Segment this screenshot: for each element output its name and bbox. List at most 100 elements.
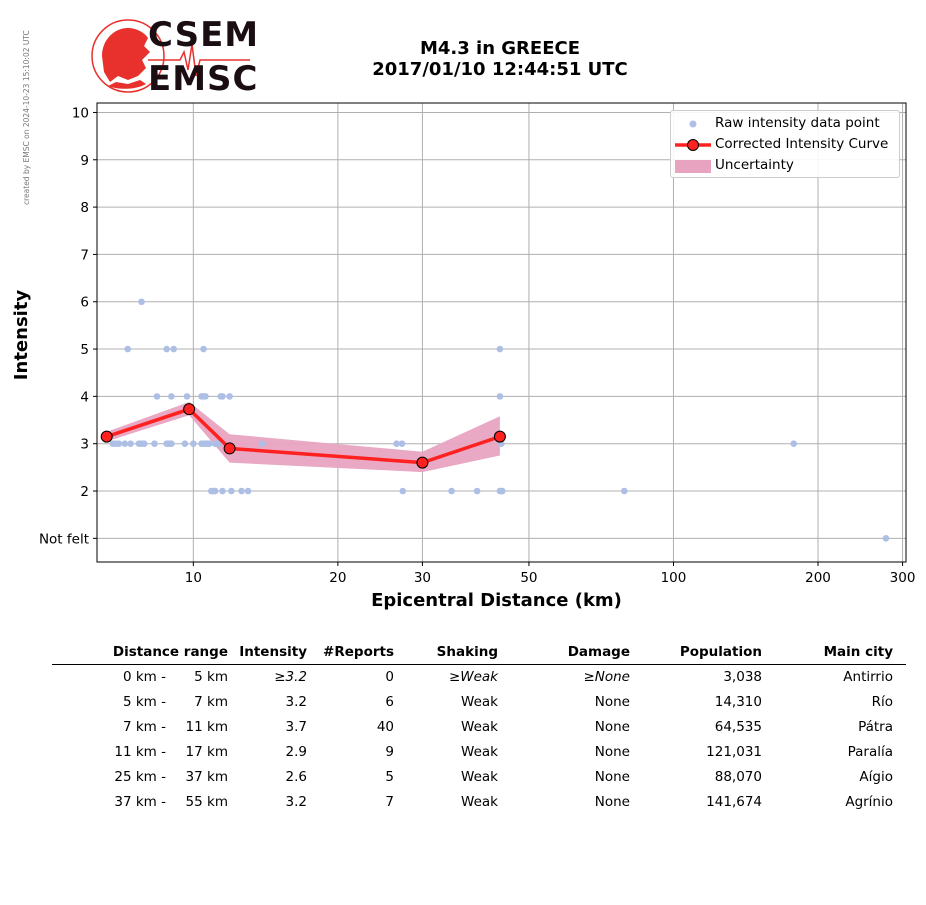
curve-point — [416, 456, 429, 469]
raw-data-point — [496, 393, 504, 400]
chart-title: M4.3 in GREECE 2017/01/10 12:44:51 UTC — [300, 38, 700, 80]
raw-data-point — [183, 393, 191, 400]
x-tick-label: 100 — [661, 570, 687, 586]
raw-data-point — [228, 487, 235, 495]
intensity-chart: 10 20 30 50 100 200 300 Not felt 2 3 4 5 6 7 8 9 10 Epice… — [11, 102, 916, 611]
table-header: Distance range Intensity #Reports Shakin… — [52, 640, 906, 665]
cell-population: 64,535 — [714, 719, 762, 735]
cell-intensity: ≥3.2 — [274, 669, 307, 685]
legend-curve-label: Corrected Intensity Curve — [715, 136, 889, 152]
legend-item-curve: Corrected Intensity Curve — [671, 134, 899, 154]
chart-legend: Raw intensity data point Corrected Inten… — [670, 110, 900, 178]
header-damage: Damage — [567, 644, 630, 660]
curve-point — [100, 430, 113, 443]
raw-data-point — [190, 440, 197, 448]
curve-point — [223, 442, 236, 455]
raw-data-point — [498, 487, 506, 495]
raw-data-point — [206, 440, 213, 448]
cell-population: 14,310 — [714, 694, 762, 710]
raw-data-point — [238, 487, 245, 495]
x-tick-label: 200 — [805, 570, 831, 586]
cell-damage: None — [594, 694, 630, 710]
y-tick-label: 10 — [72, 105, 89, 121]
cell-intensity: 2.6 — [285, 769, 307, 785]
header-population: Population — [679, 644, 762, 660]
y-tick-label: 5 — [80, 342, 89, 358]
y-tick-label: 6 — [80, 295, 89, 311]
cell-city: Agrínio — [845, 794, 893, 810]
header-distance: Distance range — [112, 644, 228, 660]
legend-curve-symbol — [675, 139, 711, 151]
table-row: 37 km -55 km 3.2 7 Weak None 141,674 Agr… — [114, 794, 893, 810]
cell-shaking: Weak — [461, 694, 498, 710]
y-tick-label: 8 — [80, 200, 89, 216]
table-row: 5 km -7 km 3.2 6 Weak None 14,310 Río — [122, 694, 893, 710]
logo-text-bottom: EMSC — [148, 59, 259, 99]
raw-data-point — [258, 440, 266, 448]
cell-damage: None — [594, 719, 630, 735]
cell-shaking: ≥Weak — [448, 669, 498, 685]
y-tick-label: 3 — [80, 437, 89, 453]
cell-reports: 6 — [385, 694, 394, 710]
intensity-table: Distance range Intensity #Reports Shakin… — [52, 640, 906, 815]
cell-intensity: 3.7 — [285, 719, 307, 735]
raw-data-point — [790, 440, 798, 448]
cell-population: 3,038 — [723, 669, 762, 685]
raw-data-point — [211, 487, 219, 495]
table-row: 25 km -37 km 2.6 5 Weak None 88,070 Aígi… — [114, 769, 893, 785]
table-row: 7 km -11 km 3.7 40 Weak None 64,535 Pátr… — [122, 719, 893, 735]
corrected-intensity-curve — [106, 407, 501, 465]
cell-intensity: 3.2 — [285, 794, 307, 810]
cell-reports: 0 — [385, 669, 394, 685]
raw-data-point — [244, 487, 252, 495]
cell-population: 141,674 — [706, 794, 762, 810]
legend-item-raw: Raw intensity data point — [671, 113, 899, 133]
curve-point — [183, 403, 196, 416]
title-line-1: M4.3 in GREECE — [419, 38, 581, 59]
cell-reports: 7 — [385, 794, 394, 810]
cell-reports: 5 — [385, 769, 394, 785]
cell-intensity: 2.9 — [285, 744, 307, 760]
raw-data-point — [140, 440, 148, 448]
curve-point — [493, 430, 506, 443]
cell-city: Paralía — [847, 744, 893, 760]
cell-city: Pátra — [858, 719, 893, 735]
raw-data-point — [621, 487, 628, 495]
raw-data-point — [124, 345, 132, 353]
x-tick-label: 30 — [414, 570, 431, 586]
x-tick-label: 300 — [890, 570, 916, 586]
raw-data-point — [168, 440, 175, 448]
raw-data-point — [151, 440, 158, 448]
cell-intensity: 3.2 — [285, 694, 307, 710]
globe-logo-icon — [91, 19, 250, 93]
x-tick-label: 50 — [520, 570, 537, 586]
cell-shaking: Weak — [461, 744, 498, 760]
header-shaking: Shaking — [436, 644, 498, 660]
x-tick-label: 20 — [329, 570, 346, 586]
raw-data-point — [153, 393, 161, 400]
legend-raw-label: Raw intensity data point — [715, 115, 880, 131]
cell-city: Antirrio — [843, 669, 893, 685]
raw-data-point — [399, 487, 407, 495]
y-tick-label: 9 — [80, 153, 89, 169]
cell-damage: None — [594, 794, 630, 810]
legend-uncertainty-symbol — [675, 160, 711, 173]
plot-frame — [96, 102, 907, 563]
raw-data-point — [163, 345, 170, 353]
raw-data-point — [200, 345, 207, 353]
table-row: 11 km -17 km 2.9 9 Weak None 121,031 Par… — [114, 744, 893, 760]
uncertainty-band — [106, 402, 500, 473]
legend-item-uncertainty: Uncertainty — [671, 155, 899, 175]
legend-uncertainty-label: Uncertainty — [715, 157, 794, 173]
cell-city: Río — [871, 694, 893, 710]
raw-data-point — [219, 393, 226, 400]
title-line-2: 2017/01/10 12:44:51 UTC — [372, 59, 628, 80]
raw-data-point — [219, 487, 226, 495]
header-reports: #Reports — [323, 644, 394, 660]
raw-data-point — [496, 345, 504, 353]
raw-data-point — [226, 393, 233, 400]
raw-data-point — [181, 440, 189, 448]
raw-data-point — [168, 393, 175, 400]
y-tick-label: 7 — [80, 247, 89, 263]
cell-shaking: Weak — [461, 794, 498, 810]
